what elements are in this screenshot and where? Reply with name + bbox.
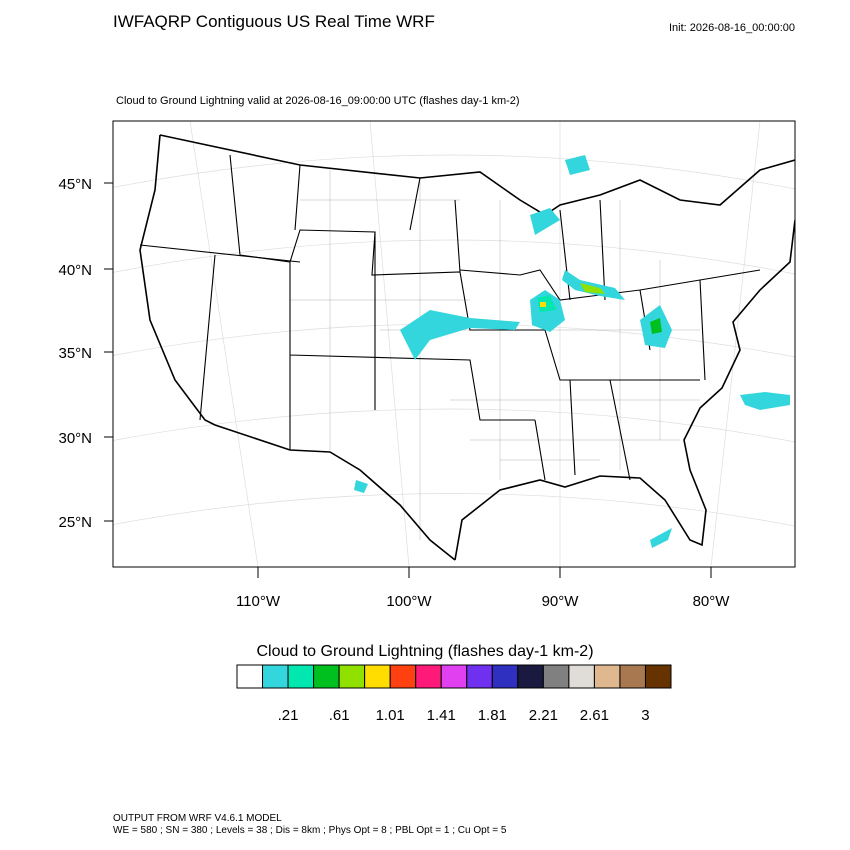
map-area [112,120,796,568]
lat-label: 35°N [58,345,92,362]
colorbar-box [593,664,621,689]
map-subtitle: Cloud to Ground Lightning valid at 2026-… [116,95,520,107]
footer-line: WE = 580 ; SN = 380 ; Levels = 38 ; Dis … [113,825,507,836]
title: IWFAQRP Contiguous US Real Time WRF [113,12,435,31]
colorbar-box [542,664,570,689]
lat-label: 30°N [58,430,92,447]
lon-label: 90°W [542,593,580,610]
map-frame [112,120,796,568]
colorbar-box [364,664,391,689]
colorbar-box [619,664,646,689]
init-time: Init: 2026-08-16_00:00:00 [669,22,795,34]
graticule [113,121,795,567]
colorbar-box [440,664,468,689]
colorbar-label: 3 [641,707,649,724]
colorbar-box [338,664,366,689]
colorbar-box [466,664,493,689]
county-borders [290,170,700,540]
lon-label: 80°W [693,593,731,610]
colorbar-box [389,664,417,689]
colorbar-box [236,664,264,689]
colorbar-box [287,664,315,689]
colorbar-label: .61 [329,707,350,724]
colorbar-box [415,664,442,689]
lat-label: 45°N [58,176,92,193]
colorbar-label: 1.01 [376,707,405,724]
colorbar-label: .21 [278,707,299,724]
colorbar-label: 2.61 [580,707,609,724]
colorbar-box [644,664,672,689]
lat-label: 40°N [58,262,92,279]
lon-label: 110°W [236,593,281,610]
lon-label: 100°W [386,593,432,610]
us-outline [139,134,795,561]
colorbar-label: 1.41 [427,707,456,724]
colorbar-box [568,664,595,689]
colorbar-box [262,664,289,689]
colorbar-label: 2.21 [529,707,558,724]
state-borders [139,154,761,481]
lightning-areas [354,155,790,548]
lat-label: 25°N [58,514,92,531]
colorbar-label: 1.81 [478,707,507,724]
colorbar-box [491,664,519,689]
colorbar-box [313,664,340,689]
colorbar-title: Cloud to Ground Lightning (flashes day-1… [256,643,593,660]
footer-line: OUTPUT FROM WRF V4.6.1 MODEL [113,813,282,824]
colorbar-box [517,664,544,689]
